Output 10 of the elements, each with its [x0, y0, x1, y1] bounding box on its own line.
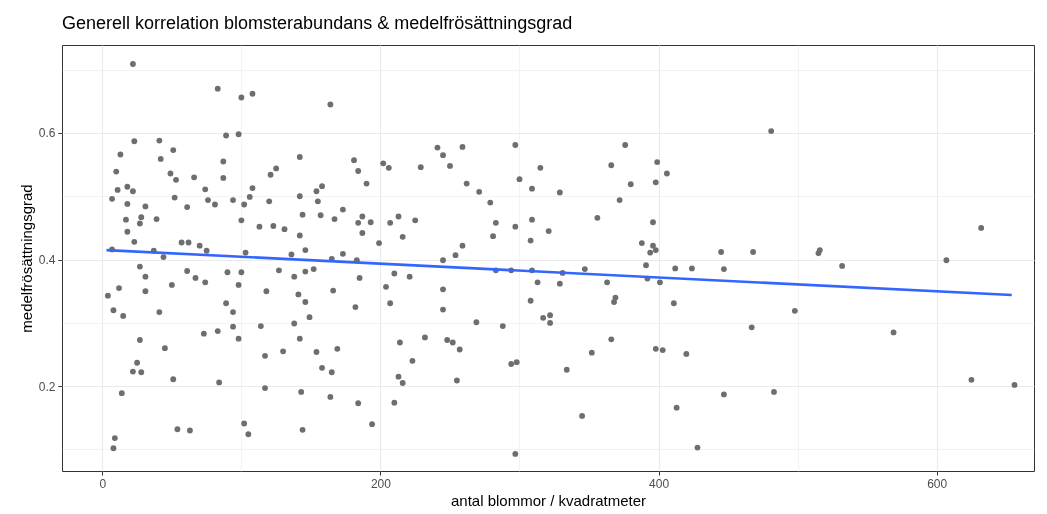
x-tick-label: 0: [99, 476, 107, 491]
y-tick-label: 0.4: [38, 253, 56, 268]
x-tick-label: 600: [927, 476, 948, 491]
x-tick-label: 200: [370, 476, 392, 491]
y-axis-title: medelfrösättningsgrad: [17, 184, 35, 333]
y-tick-label: 0.2: [38, 379, 56, 394]
x-tick-label: 400: [649, 476, 670, 491]
x-axis-title: antal blommor / kvadratmeter: [450, 491, 647, 509]
chart-title: Generell korrelation blomsterabundans & medelfrösättningsgrad: [62, 13, 573, 33]
y-tick-label: 0.6: [38, 126, 56, 141]
